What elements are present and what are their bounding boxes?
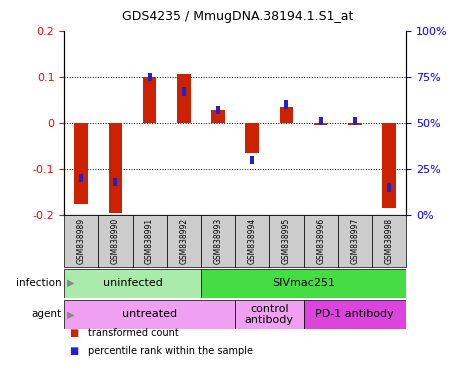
- Bar: [285, 100, 288, 109]
- Text: PD-1 antibody: PD-1 antibody: [315, 310, 394, 319]
- Bar: [250, 156, 254, 164]
- Text: GSM838998: GSM838998: [385, 218, 393, 264]
- Bar: [382, 123, 396, 208]
- Text: ▶: ▶: [66, 278, 74, 288]
- Text: GSM838993: GSM838993: [214, 218, 222, 264]
- Bar: [201, 215, 235, 267]
- Text: GSM838995: GSM838995: [282, 218, 291, 264]
- Text: GDS4235 / MmugDNA.38194.1.S1_at: GDS4235 / MmugDNA.38194.1.S1_at: [122, 10, 353, 23]
- Bar: [235, 215, 269, 267]
- Text: untreated: untreated: [122, 310, 177, 319]
- Bar: [348, 123, 361, 125]
- Bar: [235, 300, 304, 329]
- Bar: [246, 123, 259, 153]
- Bar: [148, 73, 152, 81]
- Text: control
antibody: control antibody: [245, 304, 294, 325]
- Bar: [280, 107, 293, 123]
- Bar: [319, 117, 323, 125]
- Bar: [109, 123, 122, 213]
- Text: infection: infection: [16, 278, 62, 288]
- Text: ■: ■: [69, 328, 78, 338]
- Bar: [216, 106, 220, 114]
- Bar: [201, 269, 406, 298]
- Bar: [75, 123, 88, 204]
- Bar: [114, 178, 117, 186]
- Text: GSM838997: GSM838997: [351, 218, 359, 264]
- Bar: [167, 215, 201, 267]
- Bar: [304, 300, 406, 329]
- Bar: [372, 215, 406, 267]
- Text: transformed count: transformed count: [88, 328, 179, 338]
- Text: GSM838989: GSM838989: [77, 218, 86, 264]
- Text: agent: agent: [32, 310, 62, 319]
- Text: GSM838992: GSM838992: [180, 218, 188, 264]
- Bar: [143, 77, 156, 123]
- Bar: [64, 269, 201, 298]
- Bar: [353, 117, 357, 125]
- Text: GSM838991: GSM838991: [145, 218, 154, 264]
- Text: GSM838994: GSM838994: [248, 218, 256, 264]
- Text: GSM838990: GSM838990: [111, 218, 120, 264]
- Bar: [211, 111, 225, 123]
- Bar: [98, 215, 133, 267]
- Bar: [133, 215, 167, 267]
- Bar: [64, 300, 235, 329]
- Bar: [314, 123, 327, 125]
- Text: percentile rank within the sample: percentile rank within the sample: [88, 346, 253, 356]
- Bar: [269, 215, 304, 267]
- Bar: [79, 174, 83, 182]
- Bar: [387, 183, 391, 192]
- Text: ■: ■: [69, 346, 78, 356]
- Text: SIVmac251: SIVmac251: [272, 278, 335, 288]
- Text: ▶: ▶: [66, 310, 74, 319]
- Bar: [304, 215, 338, 267]
- Bar: [64, 215, 98, 267]
- Bar: [177, 74, 190, 123]
- Text: GSM838996: GSM838996: [316, 218, 325, 264]
- Bar: [182, 88, 186, 96]
- Bar: [338, 215, 372, 267]
- Text: uninfected: uninfected: [103, 278, 162, 288]
